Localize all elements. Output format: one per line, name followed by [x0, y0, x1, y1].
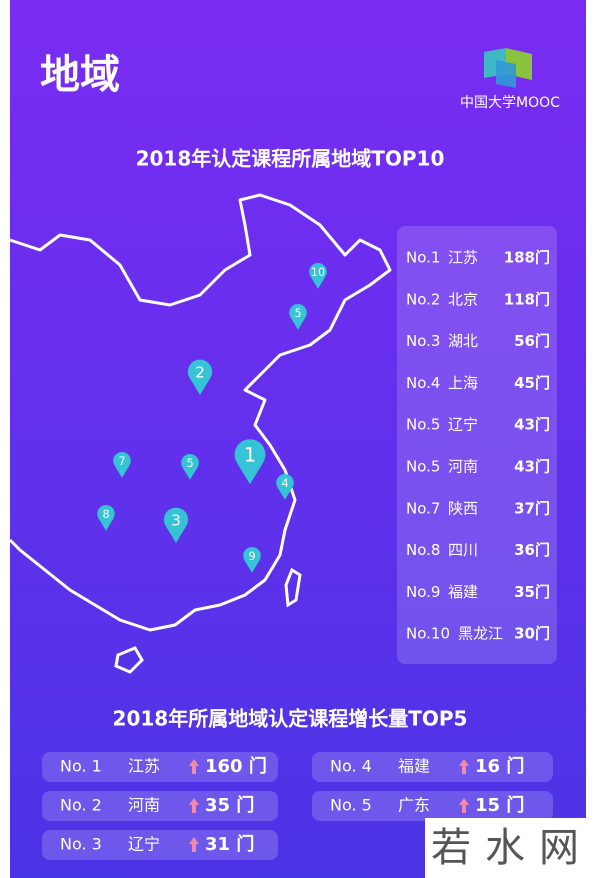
up-arrow — [189, 837, 199, 852]
region-name: 湖北 — [448, 332, 478, 350]
region-name: 河南 — [448, 458, 478, 476]
watermark-box — [425, 818, 600, 878]
up-arrow — [459, 798, 469, 813]
rank: No.4 — [406, 374, 440, 392]
course-count: 30门 — [514, 625, 550, 643]
course-count: 37门 — [514, 499, 550, 517]
map-pin — [289, 303, 307, 330]
section-title: 2018年认定课程所属地域TOP10 — [136, 147, 445, 171]
map-outline — [8, 193, 392, 632]
map-pin — [276, 473, 294, 500]
map-pin — [113, 451, 131, 478]
rank: No.5 — [406, 458, 440, 476]
growth-count: 31 门 — [205, 833, 254, 855]
section-title: 2018年所属地域认定课程增长量TOP5 — [113, 707, 468, 731]
up-arrow — [189, 798, 199, 813]
growth-pill — [312, 752, 553, 782]
rank: No.2 — [406, 290, 440, 308]
pin-label: 3 — [171, 512, 181, 530]
growth-count: 15 门 — [475, 794, 524, 816]
course-count: 45门 — [514, 374, 550, 392]
pin-label: 5 — [186, 457, 193, 470]
map-pin — [309, 262, 327, 289]
map-pin — [187, 359, 213, 395]
course-count: 35门 — [514, 583, 550, 601]
top10-panel — [397, 226, 557, 664]
course-count: 56门 — [514, 332, 550, 350]
growth-count: 35 门 — [205, 794, 254, 816]
rank: No. 2 — [60, 796, 102, 815]
course-count: 118门 — [504, 290, 550, 308]
pin-label: 1 — [244, 444, 256, 467]
rank: No.8 — [406, 541, 440, 559]
region-name: 江苏 — [128, 757, 160, 776]
rank: No.7 — [406, 499, 440, 517]
course-count: 43门 — [514, 416, 550, 434]
rank: No. 3 — [60, 835, 102, 854]
map-pin — [234, 439, 266, 485]
region-name: 河南 — [128, 796, 160, 815]
map-pin — [163, 507, 189, 543]
logo-icon — [484, 48, 532, 88]
region-name: 江苏 — [448, 249, 478, 267]
growth-count: 16 门 — [475, 755, 524, 777]
page-title: 地域 — [40, 52, 120, 98]
pin-label: 9 — [248, 550, 255, 563]
rank: No. 5 — [330, 796, 372, 815]
pin-label: 5 — [294, 307, 301, 320]
rank: No. 1 — [60, 757, 102, 776]
pin-label: 4 — [281, 477, 288, 490]
island-outline — [114, 646, 144, 674]
up-arrow — [459, 759, 469, 774]
up-arrow — [189, 759, 199, 774]
growth-pill — [42, 830, 278, 860]
island-outline — [284, 567, 302, 608]
rank: No.3 — [406, 332, 440, 350]
pin-label: 8 — [102, 508, 109, 521]
region-name: 福建 — [448, 583, 478, 601]
growth-pill — [42, 752, 278, 782]
growth-count: 160 门 — [205, 755, 267, 777]
pin-label: 7 — [118, 455, 125, 468]
map-pin — [97, 504, 115, 531]
course-count: 36门 — [514, 541, 550, 559]
region-name: 辽宁 — [448, 416, 478, 434]
region-name: 黑龙江 — [458, 625, 503, 643]
region-name: 四川 — [448, 541, 478, 559]
map-pin — [243, 546, 261, 573]
region-name: 福建 — [398, 757, 430, 776]
pin-label: 2 — [195, 364, 205, 382]
growth-pill — [312, 791, 553, 821]
region-name: 广东 — [398, 796, 430, 815]
rank: No.1 — [406, 249, 440, 267]
course-count: 43门 — [514, 458, 550, 476]
logo-text: 中国大学MOOC — [460, 95, 560, 111]
rank: No.10 — [406, 625, 450, 643]
region-name: 陕西 — [448, 499, 478, 517]
region-name: 辽宁 — [128, 835, 160, 854]
rank: No. 4 — [330, 757, 372, 776]
growth-pill — [42, 791, 278, 821]
background — [10, 0, 586, 878]
course-count: 188门 — [504, 249, 550, 267]
rank: No.9 — [406, 583, 440, 601]
watermark: 若水网 — [431, 825, 593, 871]
map-pin — [181, 453, 199, 480]
rank: No.5 — [406, 416, 440, 434]
pin-label: 10 — [311, 266, 325, 279]
region-name: 上海 — [448, 374, 478, 392]
region-name: 北京 — [448, 290, 478, 308]
